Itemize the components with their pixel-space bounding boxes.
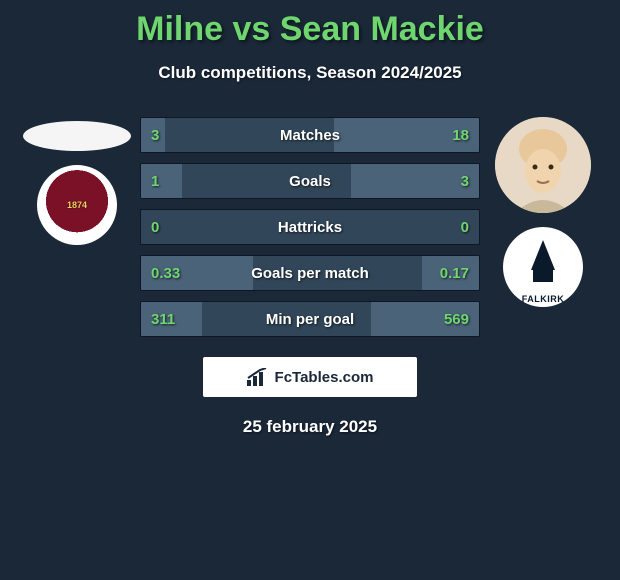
stat-row: 318Matches (140, 117, 480, 153)
stats-list: 318Matches 13Goals 00Hattricks 0.330.17Goal… (140, 117, 480, 337)
stat-row: 00Hattricks (140, 209, 480, 245)
falkirk-text: FALKIRK (522, 294, 565, 304)
left-club-badge: 1874 (37, 165, 117, 245)
left-player-avatar (23, 121, 131, 151)
hearts-year: 1874 (67, 200, 87, 210)
stat-row: 13Goals (140, 163, 480, 199)
stat-row: 0.330.17Goals per match (140, 255, 480, 291)
stat-label: Matches (141, 127, 479, 144)
comparison-date: 25 february 2025 (0, 417, 620, 437)
falkirk-crest-icon: FALKIRK (508, 232, 578, 302)
stat-row: 311569Min per goal (140, 301, 480, 337)
right-player-column: FALKIRK (488, 117, 598, 307)
watermark-text: FcTables.com (275, 369, 374, 386)
comparison-panel: 1874 318Matches 13Goals 00Hattricks 0.330.1… (0, 117, 620, 337)
page-subtitle: Club competitions, Season 2024/2025 (0, 63, 620, 83)
player-face-icon (495, 117, 591, 213)
hearts-crest-icon: 1874 (47, 175, 107, 235)
chart-icon (247, 368, 269, 386)
stat-label: Hattricks (141, 219, 479, 236)
watermark: FcTables.com (203, 357, 417, 397)
stat-label: Goals (141, 173, 479, 190)
left-player-column: 1874 (22, 117, 132, 245)
page-title: Milne vs Sean Mackie (0, 10, 620, 49)
right-club-badge: FALKIRK (503, 227, 583, 307)
right-player-avatar (495, 117, 591, 213)
stat-label: Goals per match (141, 265, 479, 282)
stat-label: Min per goal (141, 311, 479, 328)
